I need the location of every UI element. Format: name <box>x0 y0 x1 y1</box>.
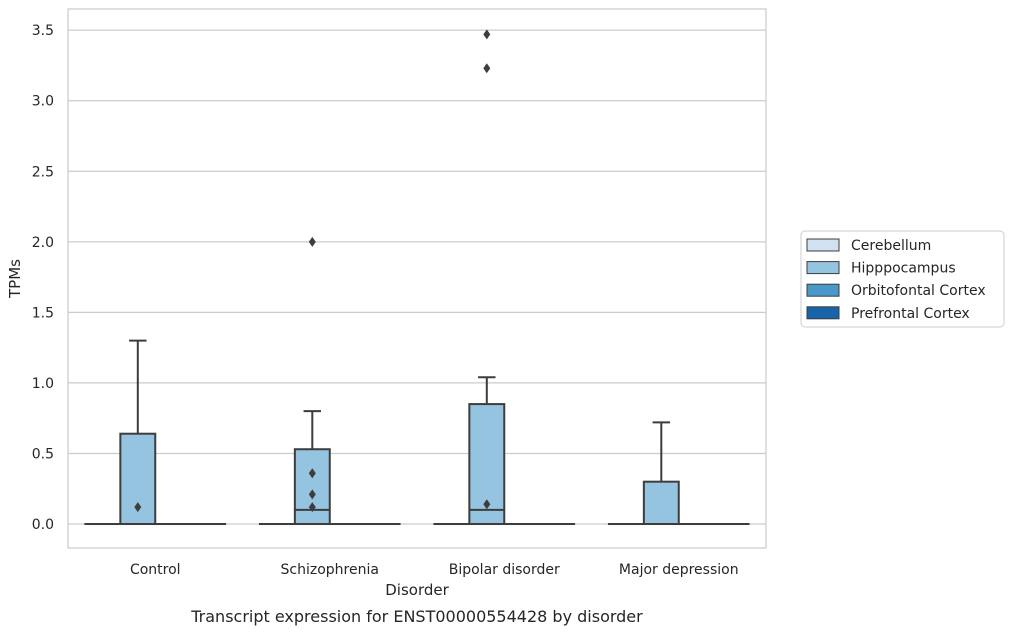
y-tick-labels: 0.0 0.5 1.0 1.5 2.0 2.5 3.0 3.5 <box>32 23 54 533</box>
box-1-0 <box>119 339 157 526</box>
outlier-point <box>134 502 142 513</box>
legend-swatch <box>806 238 840 252</box>
y-tick-label: 0.5 <box>32 446 54 462</box>
boxes <box>84 29 750 526</box>
y-tick-label: 0.0 <box>32 517 54 533</box>
box-rect <box>642 480 680 526</box>
box-rect <box>293 448 331 526</box>
y-tick-label: 3.0 <box>32 94 54 110</box>
outlier-point <box>308 236 316 247</box>
outlier-point <box>483 499 491 510</box>
legend-swatch <box>806 283 840 297</box>
legend-label: Hipppocampus <box>851 261 956 277</box>
legend-frame <box>800 230 1005 328</box>
chart-caption: Transcript expression for ENST0000055442… <box>190 607 643 626</box>
legend-label: Prefrontal Cortex <box>851 306 970 322</box>
box-1-1 <box>293 236 331 526</box>
y-tick-label: 1.0 <box>32 376 54 392</box>
y-tick-label: 2.5 <box>32 164 54 180</box>
y-tick-label: 2.0 <box>32 235 54 251</box>
legend-swatch <box>806 261 840 275</box>
y-axis-label: TPMs <box>6 259 24 299</box>
y-tick-label: 1.5 <box>32 305 54 321</box>
legend-label: Orbitofontal Cortex <box>851 283 986 299</box>
outlier-point <box>308 502 316 513</box>
y-tick-label: 3.5 <box>32 23 54 39</box>
x-axis-label: Disorder <box>385 581 449 599</box>
legend-swatch <box>806 306 840 320</box>
legend-label: Cerebellum <box>851 238 931 254</box>
outlier-point <box>483 63 491 74</box>
legend: Cerebellum Hipppocampus Orbitofontal Corte… <box>800 230 1005 328</box>
outlier-point <box>308 489 316 500</box>
x-tick-labels: Control Schizophrenia Bipolar disorder Majo… <box>130 562 739 578</box>
x-tick-label: Schizophrenia <box>281 562 379 578</box>
plot-frame <box>67 8 767 549</box>
box-1-2 <box>468 29 506 526</box>
x-tick-label: Major depression <box>619 562 739 578</box>
x-tick-label: Control <box>130 562 181 578</box>
outlier-point <box>483 29 491 40</box>
x-tick-label: Bipolar disorder <box>449 562 560 578</box>
outlier-point <box>308 468 316 479</box>
box-1-3 <box>642 421 680 526</box>
